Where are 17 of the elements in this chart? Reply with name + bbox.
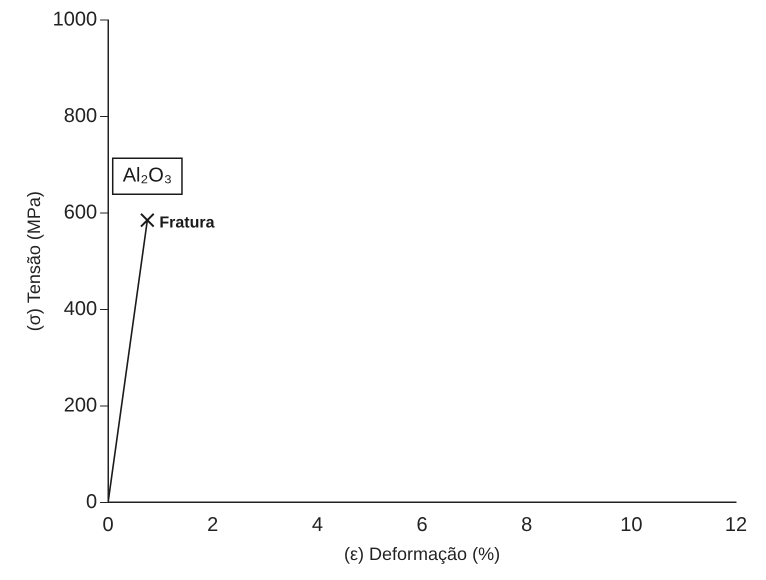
series-label: Al₂O₃	[122, 164, 172, 187]
x-tick-label: 12	[724, 514, 748, 536]
x-tick-label: 8	[521, 514, 532, 536]
y-tick-label: 800	[64, 104, 98, 127]
y-tick-label: 0	[86, 490, 98, 513]
x-tick-label: 10	[620, 514, 642, 536]
y-tick-label: 1000	[52, 8, 98, 31]
x-tick-label: 2	[207, 514, 218, 536]
y-tick-label: 600	[64, 201, 98, 224]
x-axis-title: (ε) Deformação (%)	[344, 544, 500, 564]
y-tick-label: 200	[64, 394, 98, 416]
y-axis-title: (σ) Tensão (MPa)	[24, 191, 44, 332]
x-tick-label: 4	[312, 514, 323, 536]
y-tick-label: 400	[64, 298, 98, 320]
annotation: Fratura	[159, 214, 215, 232]
x-tick-label: 6	[416, 514, 428, 536]
x-tick-label: 0	[102, 514, 114, 536]
